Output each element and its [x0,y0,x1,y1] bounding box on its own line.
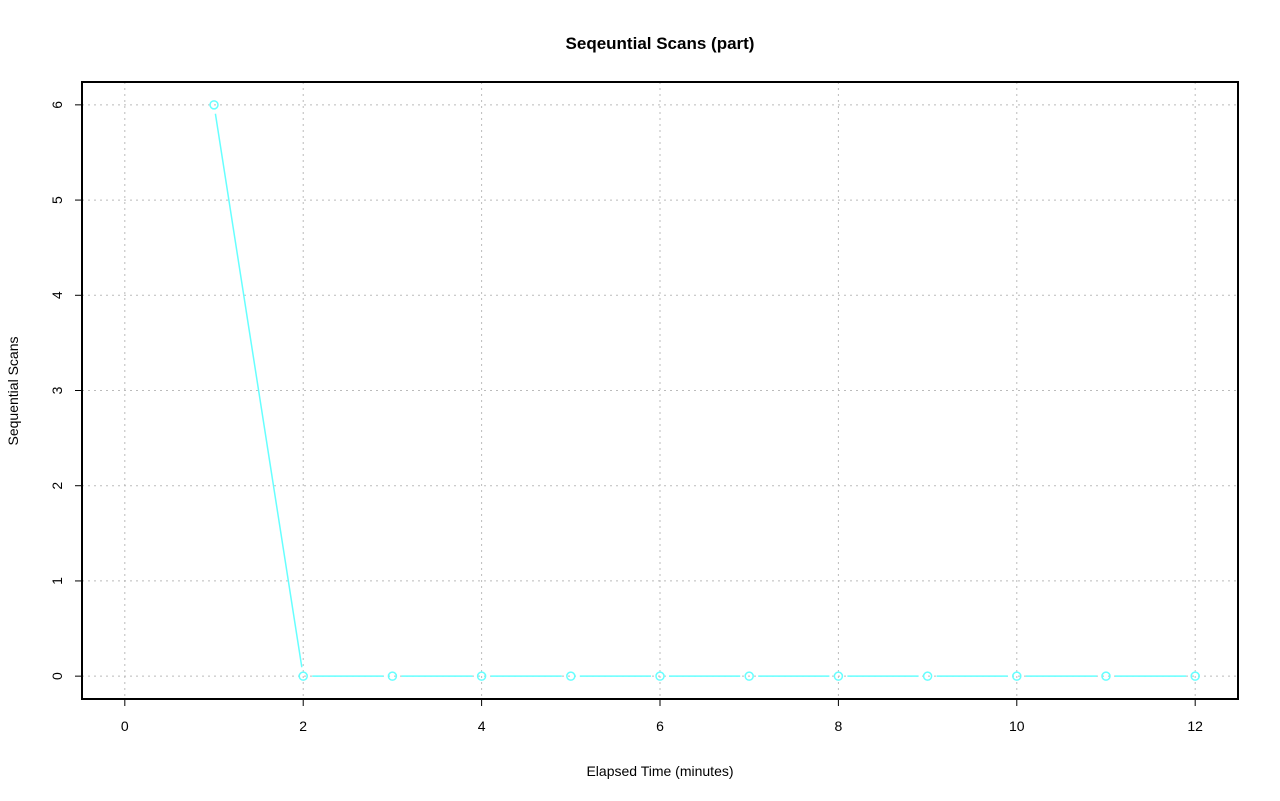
data-point [744,671,754,681]
series [209,100,1200,681]
data-point [298,671,308,681]
y-tick-label: 3 [49,386,65,394]
x-tick-label: 2 [299,718,307,734]
y-tick-label: 5 [49,196,65,204]
x-axis-label: Elapsed Time (minutes) [586,763,733,779]
data-point [922,671,933,681]
x-tick-label: 10 [1009,718,1025,734]
y-tick-label: 0 [49,672,65,680]
data-point [1101,671,1111,681]
y-tick-label: 6 [49,101,65,109]
x-tick-label: 12 [1187,718,1203,734]
x-tick-label: 8 [834,718,842,734]
data-point [209,100,219,110]
data-point [566,671,576,681]
y-tick-label: 2 [49,482,65,490]
y-tick-label: 4 [49,291,65,299]
data-point [655,671,665,681]
data-point [833,671,844,681]
x-tick-label: 6 [656,718,664,734]
data-point [387,671,398,681]
x-tick-label: 4 [478,718,486,734]
plot-frame [81,81,1239,700]
chart-title: Seqeuntial Scans (part) [566,34,755,53]
data-point [476,671,487,681]
data-point [1012,671,1022,681]
data-point [1190,671,1200,681]
y-axis-label: Sequential Scans [5,337,21,446]
series-line-segment [214,113,303,668]
x-tick-label: 0 [121,718,129,734]
grid [82,82,1238,699]
y-tick-label: 1 [49,577,65,585]
